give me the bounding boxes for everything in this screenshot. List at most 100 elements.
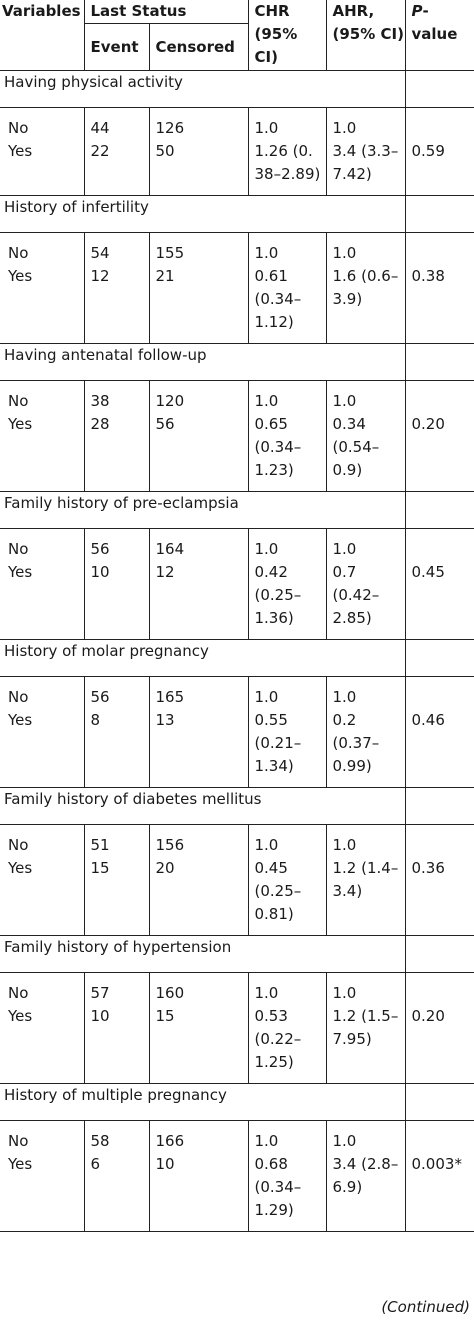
header-p-italic: P	[411, 2, 423, 20]
row-label-cell: No Yes	[0, 1120, 84, 1232]
header-ahr: AHR, (95% CI)	[325, 0, 405, 71]
p-value: 0.59	[411, 142, 445, 160]
row-label-cell: No Yes	[0, 380, 84, 492]
censored-count-yes: 13	[155, 711, 175, 729]
censored-count-cell: 120 56	[148, 380, 248, 492]
chr-value-cell: 1.0 0.61 (0.34–1.12)	[247, 232, 326, 344]
row-label-yes: Yes	[8, 859, 33, 877]
ahr-value-no: 1.0	[332, 540, 357, 558]
p-value: 0.20	[411, 415, 445, 433]
censored-count-no: 120	[155, 392, 185, 410]
event-count-no: 56	[90, 688, 110, 706]
table-row: No Yes 51 15 156 20 1.0 0.45 (0.25–0.81) 1.0 1.2 …	[0, 824, 474, 936]
p-value-cell: 0.38	[404, 232, 474, 344]
censored-count-yes: 10	[155, 1155, 175, 1173]
row-label-cell: No Yes	[0, 107, 84, 196]
row-label-yes: Yes	[8, 267, 33, 285]
row-label-yes: Yes	[8, 142, 33, 160]
row-label-no: No	[8, 540, 29, 558]
chr-value-cell: 1.0 1.26 (0. 38–2.89)	[247, 107, 326, 196]
ahr-value-yes: 0.34 (0.54–0.9)	[332, 415, 380, 479]
table-row: No Yes 56 8 165 13 1.0 0.55 (0.21–1.34) 1.0 0.2 (…	[0, 676, 474, 788]
event-count-no: 56	[90, 540, 110, 558]
chr-value-no: 1.0	[254, 244, 279, 262]
group-p-empty	[404, 491, 474, 529]
ahr-value-no: 1.0	[332, 1132, 357, 1150]
censored-count-no: 165	[155, 688, 185, 706]
chr-value-yes: 0.42 (0.25–1.36)	[254, 563, 302, 627]
table-row: No Yes 44 22 126 50 1.0 1.26 (0. 38–2.89) 1.0 3.4…	[0, 107, 474, 196]
results-table: Variables Last Status CHR (95% CI) AHR, …	[0, 0, 474, 1232]
group-title: History of infertility	[0, 195, 405, 233]
p-value: 0.46	[411, 711, 445, 729]
header-event: Event	[83, 23, 149, 71]
event-count-yes: 10	[90, 563, 110, 581]
row-label-cell: No Yes	[0, 676, 84, 788]
event-count-yes: 10	[90, 1007, 110, 1025]
censored-count-cell: 126 50	[148, 107, 248, 196]
ahr-value-cell: 1.0 1.6 (0.6–3.9)	[325, 232, 405, 344]
table-row: No Yes 57 10 160 15 1.0 0.53 (0.22–1.25) 1.0 1.2 …	[0, 972, 474, 1084]
event-count-cell: 58 6	[83, 1120, 149, 1232]
group-header-row: History of molar pregnancy	[0, 639, 474, 677]
event-count-no: 58	[90, 1132, 110, 1150]
p-spacer	[412, 117, 474, 140]
ahr-value-no: 1.0	[332, 392, 357, 410]
row-label-yes: Yes	[8, 711, 33, 729]
row-label-no: No	[8, 984, 29, 1002]
p-spacer	[412, 982, 474, 1005]
event-count-cell: 56 8	[83, 676, 149, 788]
ahr-value-cell: 1.0 0.7 (0.42–2.85)	[325, 528, 405, 640]
chr-value-cell: 1.0 0.45 (0.25–0.81)	[247, 824, 326, 936]
group-p-empty	[404, 1083, 474, 1121]
header-p-rest: -value	[411, 2, 458, 43]
chr-value-no: 1.0	[254, 119, 279, 137]
group-title: History of multiple pregnancy	[0, 1083, 405, 1121]
ahr-value-no: 1.0	[332, 836, 357, 854]
censored-count-yes: 12	[155, 563, 175, 581]
event-count-cell: 38 28	[83, 380, 149, 492]
row-label-no: No	[8, 836, 29, 854]
row-label-no: No	[8, 688, 29, 706]
group-header-row: Having physical activity	[0, 70, 474, 108]
p-value-cell: 0.20	[404, 972, 474, 1084]
ahr-value-no: 1.0	[332, 244, 357, 262]
chr-value-no: 1.0	[254, 540, 279, 558]
event-count-cell: 54 12	[83, 232, 149, 344]
header-variables: Variables	[0, 0, 84, 71]
p-value-cell: 0.20	[404, 380, 474, 492]
event-count-no: 44	[90, 119, 110, 137]
censored-count-no: 164	[155, 540, 185, 558]
event-count-no: 51	[90, 836, 110, 854]
event-count-yes: 15	[90, 859, 110, 877]
group-header-row: Family history of diabetes mellitus	[0, 787, 474, 825]
censored-count-cell: 164 12	[148, 528, 248, 640]
ahr-value-cell: 1.0 0.2 (0.37–0.99)	[325, 676, 405, 788]
group-header-row: History of multiple pregnancy	[0, 1083, 474, 1121]
group-p-empty	[404, 70, 474, 108]
row-label-yes: Yes	[8, 415, 33, 433]
group-title: Family history of diabetes mellitus	[0, 787, 405, 825]
p-value-cell: 0.45	[404, 528, 474, 640]
p-spacer	[412, 1130, 474, 1153]
ahr-value-cell: 1.0 3.4 (3.3–7.42)	[325, 107, 405, 196]
ahr-value-yes: 1.6 (0.6–3.9)	[332, 267, 399, 308]
event-count-yes: 12	[90, 267, 110, 285]
chr-value-yes: 0.53 (0.22–1.25)	[254, 1007, 302, 1071]
group-p-empty	[404, 343, 474, 381]
ahr-value-no: 1.0	[332, 984, 357, 1002]
continued-note: (Continued)	[381, 1298, 470, 1316]
group-p-empty	[404, 195, 474, 233]
chr-value-yes: 0.61 (0.34–1.12)	[254, 267, 302, 331]
ahr-value-cell: 1.0 0.34 (0.54–0.9)	[325, 380, 405, 492]
ahr-value-yes: 1.2 (1.4–3.4)	[332, 859, 399, 900]
table-row: No Yes 38 28 120 56 1.0 0.65 (0.34–1.23) 1.0 0.34…	[0, 380, 474, 492]
chr-value-cell: 1.0 0.65 (0.34–1.23)	[247, 380, 326, 492]
ahr-value-no: 1.0	[332, 688, 357, 706]
event-count-no: 54	[90, 244, 110, 262]
p-spacer	[412, 834, 474, 857]
row-label-cell: No Yes	[0, 232, 84, 344]
group-title: Family history of pre-eclampsia	[0, 491, 405, 529]
chr-value-cell: 1.0 0.68 (0.34–1.29)	[247, 1120, 326, 1232]
censored-count-yes: 20	[155, 859, 175, 877]
